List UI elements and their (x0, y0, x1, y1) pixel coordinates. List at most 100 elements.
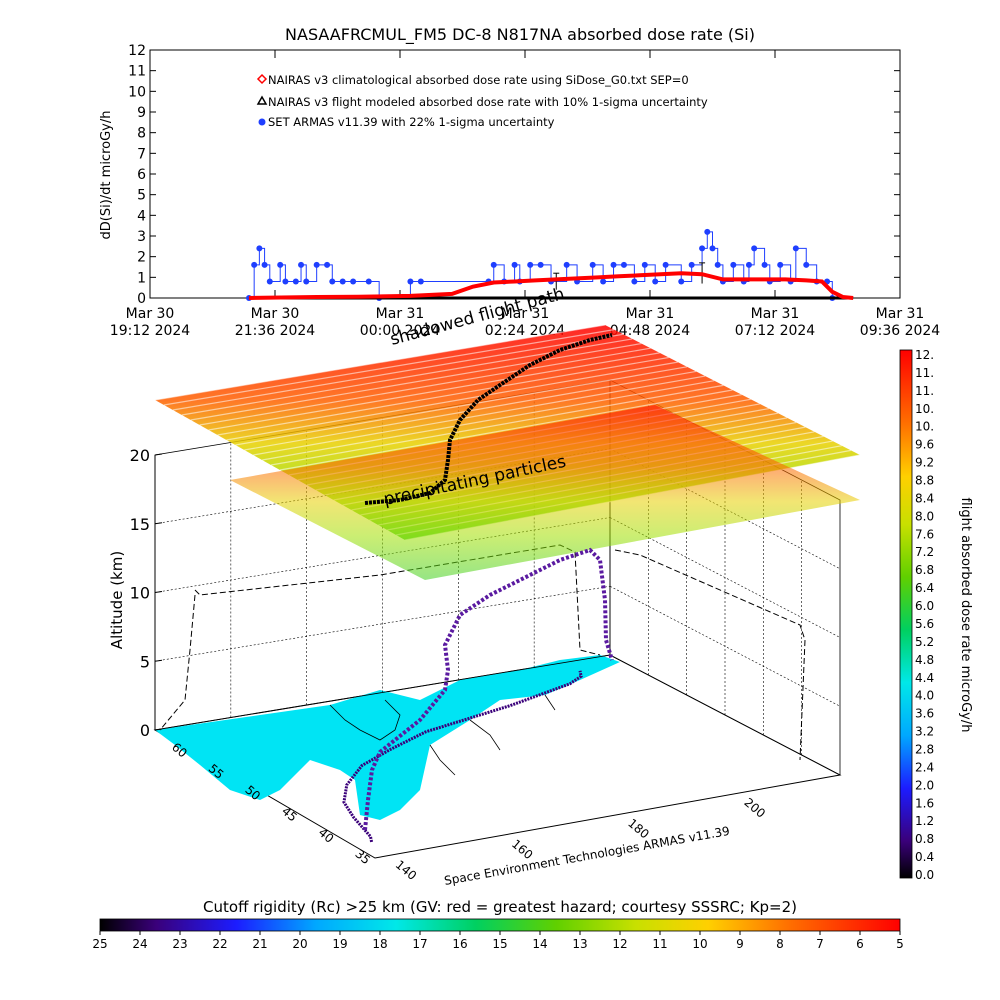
y-tick-label: 5 (137, 188, 146, 204)
point-set-armas (745, 261, 752, 268)
point-set-armas (751, 245, 758, 252)
dose-colorbar-tick-label: 0.8 (915, 832, 934, 846)
x-tick-label-time: 07:12 2024 (735, 323, 816, 339)
x-tick-label-time: 00:00 2024 (360, 323, 441, 339)
point-set-armas (303, 278, 310, 285)
diamond-marker-icon (256, 73, 268, 85)
rc-colorbar-tick-label: 11 (652, 937, 667, 951)
particle-field-line (270, 384, 724, 466)
dose-colorbar-tick-label: 9.2 (915, 456, 934, 470)
flight-track-3d (363, 547, 614, 831)
dose-colorbar-tick-label: 6.4 (915, 581, 934, 595)
dose-colorbar-label: flight absorbed dose rate microGy/h (958, 498, 973, 733)
dose-colorbar-tick-label: 8.8 (915, 474, 934, 488)
x-tick-label-time: 04:48 2024 (610, 323, 691, 339)
point-set-armas (251, 261, 258, 268)
y-tick-label: 6 (137, 167, 146, 183)
point-set-armas (610, 261, 617, 268)
point-set-armas (792, 245, 799, 252)
rc-colorbar-ticks: 25 24 23 22 21 20 19 18 17 16 15 14 13 12 11 10 9 8 7 6 5 (92, 931, 904, 951)
altitude-tick-mark (154, 591, 163, 593)
dose-colorbar-tick-label: 2.8 (915, 742, 934, 756)
dose-colorbar-tick-label: 5.6 (915, 617, 934, 631)
x-tick-label-date: Mar 30 (251, 306, 300, 322)
rc-colorbar-tick-label: 13 (572, 937, 587, 951)
circle-marker-icon (258, 118, 266, 126)
point-set-armas (589, 261, 596, 268)
x-tick-label-date: Mar 30 (126, 306, 175, 322)
point-set-armas (563, 261, 570, 268)
legend-label-set-armas: SET ARMAS v11.39 with 22% 1-sigma uncert… (268, 115, 555, 129)
point-set-armas (527, 261, 534, 268)
rc-colorbar-tick-label: 14 (532, 937, 547, 951)
legend-entry-nairas-flight: NAIRAS v3 flight modeled absorbed dose r… (256, 95, 708, 109)
rc-colorbar-tick-label: 23 (172, 937, 187, 951)
altitude-tick-label: 5 (140, 652, 150, 671)
point-set-armas (511, 261, 518, 268)
dose-colorbar-tick-label: 1.2 (915, 814, 934, 828)
ocean-region (155, 655, 620, 820)
y-tick-label: 12 (128, 43, 146, 59)
dose-colorbar-tick-label: 2.0 (915, 778, 934, 792)
altitude-tick-mark (154, 522, 163, 525)
legend-entry-nairas-climatological: NAIRAS v3 climatological absorbed dose r… (256, 73, 689, 87)
altitude-axis-label: Altitude (km) (108, 551, 126, 649)
point-set-armas (699, 245, 706, 252)
point-set-armas (662, 261, 669, 268)
altitude-axis-ticks: 0 5 10 15 20 (130, 446, 163, 740)
rc-colorbar-tick-label: 21 (252, 937, 267, 951)
x-tick-label-time: 19:12 2024 (110, 323, 191, 339)
altitude-tick-label: 20 (130, 446, 150, 465)
point-set-armas (417, 278, 424, 285)
dose-rate-colorbar: 12. 11. 11. 10. 10. 9.6 9.2 8.8 8.4 8.0 7.6 7.2 6.8 6… (899, 348, 973, 882)
point-set-armas (704, 228, 711, 235)
dose-colorbar-tick-label: 4.8 (915, 653, 934, 667)
particle-field-line (163, 329, 615, 406)
legend-entry-set-armas: SET ARMAS v11.39 with 22% 1-sigma uncert… (258, 115, 555, 129)
point-set-armas (714, 261, 721, 268)
particle-field-line (199, 347, 651, 426)
altitude-tick-mark (154, 728, 163, 731)
dose-colorbar-tick-label: 5.2 (915, 635, 934, 649)
point-set-armas (282, 278, 289, 285)
point-set-armas (350, 278, 357, 285)
altitude-tick-label: 0 (140, 721, 150, 740)
point-set-armas (256, 245, 263, 252)
altitude-tick-label: 15 (130, 515, 150, 534)
y-tick-label: 2 (137, 250, 146, 266)
altitude-tick-mark (154, 659, 163, 662)
y-tick-label: 11 (128, 64, 146, 80)
particle-field-line (208, 352, 660, 431)
point-set-armas (365, 278, 372, 285)
particle-field-line (172, 333, 624, 411)
rc-colorbar-tick-label: 24 (132, 937, 147, 951)
x-tick-label-date: Mar 31 (501, 306, 550, 322)
particle-field-line (235, 366, 688, 446)
dose-colorbar-tick-label: 3.2 (915, 725, 934, 739)
point-set-armas (678, 278, 685, 285)
rc-colorbar-tick-label: 6 (856, 937, 864, 951)
point-set-armas (803, 261, 810, 268)
dose-colorbar-tick-label: 11. (915, 366, 934, 380)
point-set-armas (777, 261, 784, 268)
legend-label-nairas-flight: NAIRAS v3 flight modeled absorbed dose r… (268, 95, 708, 109)
particle-field-line (253, 375, 706, 456)
rc-colorbar-tick-label: 9 (736, 937, 744, 951)
rc-colorbar-tick-label: 20 (292, 937, 307, 951)
rc-colorbar-tick-label: 25 (92, 937, 107, 951)
particle-field-line (217, 356, 669, 436)
point-set-armas (339, 278, 346, 285)
shadowed-path-right-wall (614, 549, 806, 761)
point-set-armas (631, 278, 638, 285)
dose-colorbar-tick-label: 10. (915, 402, 934, 416)
altitude-tick-mark (154, 453, 163, 456)
point-set-armas (688, 261, 695, 268)
dose-colorbar-tick-label: 7.2 (915, 545, 934, 559)
point-set-armas (652, 278, 659, 285)
point-set-armas (261, 261, 268, 268)
x-tick-label-date: Mar 31 (751, 306, 800, 322)
point-set-armas (266, 278, 273, 285)
